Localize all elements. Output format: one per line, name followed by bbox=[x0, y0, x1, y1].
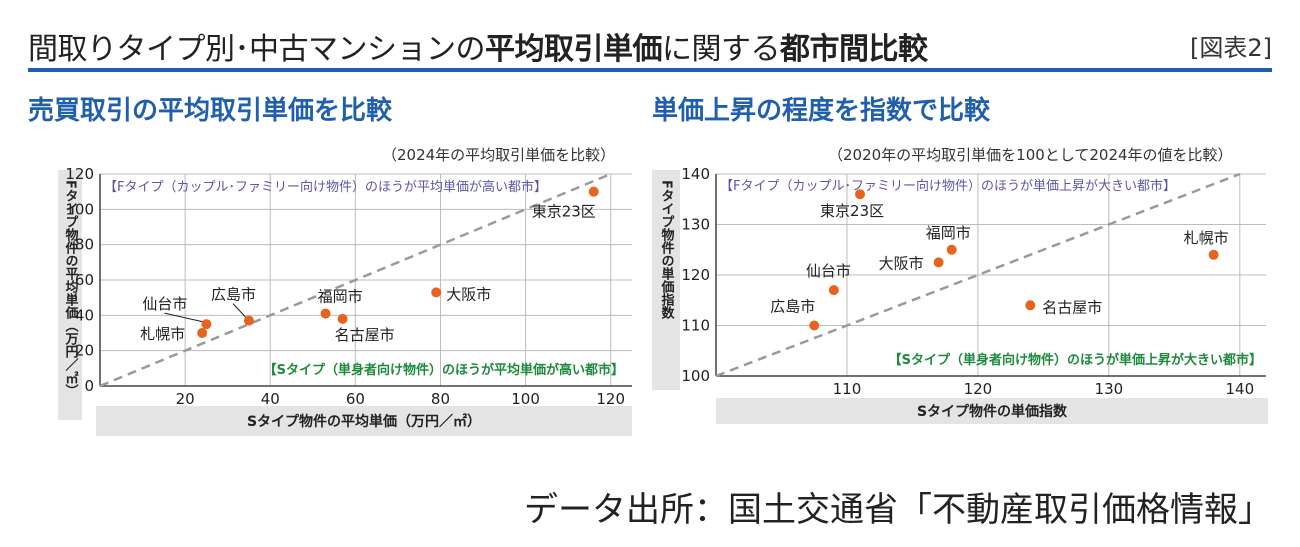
right-diagonal-line bbox=[715, 172, 1241, 378]
left-x-tick-label: 20 bbox=[176, 390, 195, 408]
left-y-axis-label: Fタイプ物件の平均単価（万円／㎡） bbox=[63, 180, 80, 397]
right-y-tick-label: 130 bbox=[681, 216, 710, 234]
left-point bbox=[431, 287, 442, 298]
left-y-tick-label: 0 bbox=[84, 377, 94, 395]
header: 間取りタイプ別･中古マンションの平均取引単価に関する都市間比較 [図表2] bbox=[28, 14, 1272, 74]
right-point bbox=[855, 189, 866, 200]
left-y-tick-label: 40 bbox=[75, 306, 94, 324]
left-point bbox=[243, 315, 254, 326]
left-diagonal-line bbox=[99, 172, 612, 388]
right-point bbox=[933, 257, 944, 268]
left-x-axis-label: Sタイプ物件の平均単価（万円／㎡） bbox=[247, 413, 481, 430]
left-point bbox=[197, 328, 208, 338]
left-y-tick-label: 60 bbox=[75, 271, 94, 289]
right-x-tick-label: 120 bbox=[964, 380, 993, 398]
right-x-axis-label: Sタイプ物件の単価指数 bbox=[917, 403, 1068, 420]
left-chart-title: 売買取引の平均取引単価を比較 bbox=[28, 96, 393, 126]
right-x-axis-band bbox=[716, 398, 1268, 424]
left-upper-annotation: 【Fタイプ（カップル･ファミリー向け物件）のほうが平均単価が高い都市】 bbox=[104, 179, 547, 195]
right-point-label: 東京23区 bbox=[820, 202, 884, 220]
right-point-label: 広島市 bbox=[770, 298, 815, 316]
left-x-tick-label: 100 bbox=[511, 390, 540, 408]
right-point bbox=[828, 285, 839, 296]
left-point bbox=[588, 186, 599, 197]
right-point-label: 札幌市 bbox=[1184, 229, 1229, 247]
left-x-tick-label: 120 bbox=[596, 390, 625, 408]
left-point bbox=[337, 313, 348, 324]
right-x-tick-label: 110 bbox=[833, 380, 862, 398]
right-upper-annotation: 【Fタイプ（カップル･ファミリー向け物件）のほうが単価上昇が大きい都市】 bbox=[720, 178, 1176, 194]
right-lower-annotation: 【Sタイプ（単身者向け物件）のほうが単価上昇が大きい都市】 bbox=[889, 352, 1262, 368]
left-y-tick-label: 100 bbox=[65, 200, 94, 218]
right-point-label: 福岡市 bbox=[926, 224, 971, 242]
title-rule bbox=[28, 68, 1272, 72]
left-y-tick-label: 80 bbox=[75, 236, 94, 254]
left-y-tick-label: 120 bbox=[65, 165, 94, 183]
left-leader-line bbox=[164, 312, 205, 323]
right-y-tick-label: 120 bbox=[681, 266, 710, 284]
left-lower-annotation: 【Sタイプ（単身者向け物件）のほうが平均単価が高い都市】 bbox=[264, 362, 624, 378]
left-point bbox=[320, 308, 331, 319]
right-y-axis-band bbox=[652, 170, 680, 390]
title-part-1: 間取りタイプ別･中古マンションの bbox=[28, 32, 486, 67]
right-point bbox=[946, 244, 957, 255]
title-part-2: 平均取引単価 bbox=[485, 32, 663, 67]
right-point bbox=[1025, 300, 1036, 311]
left-x-tick-label: 80 bbox=[431, 390, 450, 408]
right-point bbox=[1208, 249, 1219, 260]
right-x-tick-label: 130 bbox=[1095, 380, 1124, 398]
right-y-tick-label: 140 bbox=[681, 165, 710, 183]
right-y-tick-label: 100 bbox=[681, 367, 710, 385]
left-chart-subtitle: （2024年の平均取引単価を比較） bbox=[382, 146, 616, 164]
left-point-label: 大阪市 bbox=[446, 285, 491, 303]
left-point-label: 東京23区 bbox=[532, 203, 596, 221]
title-part-3: に関する bbox=[662, 32, 781, 67]
left-x-axis-band bbox=[96, 406, 632, 436]
data-source: データ出所：国土交通省「不動産取引価格情報」 bbox=[524, 490, 1272, 530]
left-x-tick-label: 40 bbox=[261, 390, 280, 408]
right-y-tick-label: 110 bbox=[681, 317, 710, 335]
left-x-tick-label: 60 bbox=[346, 390, 365, 408]
left-point bbox=[201, 319, 212, 330]
right-point-label: 大阪市 bbox=[879, 254, 924, 272]
left-point-label: 福岡市 bbox=[318, 288, 363, 306]
left-point-label: 広島市 bbox=[211, 286, 256, 304]
left-y-tick-label: 20 bbox=[75, 342, 94, 360]
right-y-axis-label: Fタイプ物件の単価指数 bbox=[659, 180, 676, 320]
right-point-label: 名古屋市 bbox=[1042, 298, 1102, 316]
left-y-axis-band bbox=[58, 170, 82, 420]
right-chart-title: 単価上昇の程度を指数で比較 bbox=[652, 96, 991, 126]
right-chart-subtitle: （2020年の平均取引単価を100として2024年の値を比較） bbox=[828, 146, 1233, 164]
right-point-label: 仙台市 bbox=[806, 262, 851, 280]
right-point bbox=[809, 320, 820, 331]
right-x-tick-label: 140 bbox=[1225, 380, 1254, 398]
left-point-label: 札幌市 bbox=[140, 325, 185, 343]
title-part-4: 都市間比較 bbox=[780, 32, 928, 67]
left-point-label: 仙台市 bbox=[142, 295, 187, 313]
left-point-label: 名古屋市 bbox=[335, 326, 395, 344]
page-title: 間取りタイプ別･中古マンションの平均取引単価に関する都市間比較 bbox=[28, 24, 928, 68]
left-leader-line bbox=[232, 303, 248, 319]
figure-label: [図表2] bbox=[1190, 34, 1272, 62]
